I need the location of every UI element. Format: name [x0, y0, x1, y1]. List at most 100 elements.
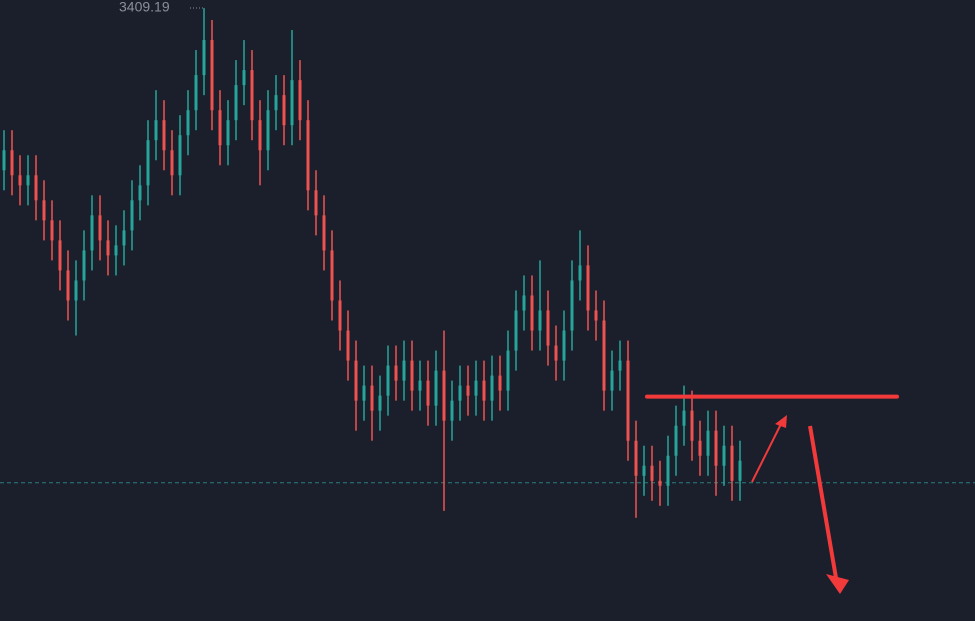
candle-body — [122, 230, 126, 246]
candle-body — [626, 360, 630, 441]
candle-body — [106, 240, 110, 256]
candle-body — [602, 320, 606, 391]
candle-body — [506, 350, 510, 391]
candle-body — [178, 135, 182, 176]
candle-body — [10, 150, 14, 176]
candle-body — [18, 175, 22, 186]
candle-body — [218, 110, 222, 146]
candle-body — [482, 380, 486, 401]
candle-body — [2, 150, 6, 171]
candle-body — [578, 265, 582, 281]
candle-body — [402, 360, 406, 381]
candle-body — [666, 455, 670, 486]
candle-body — [202, 40, 206, 76]
candle-body — [594, 310, 598, 321]
candle-body — [266, 110, 270, 151]
candle-body — [114, 245, 118, 256]
candle-body — [58, 240, 62, 271]
candle-body — [474, 380, 478, 396]
up-arrow — [751, 423, 782, 483]
candle-body — [410, 360, 414, 391]
candle-body — [522, 295, 526, 311]
candle-body — [554, 345, 558, 361]
candle-body — [66, 270, 70, 301]
down-arrow — [808, 425, 838, 579]
candle-body — [642, 465, 646, 476]
candle-body — [466, 385, 470, 396]
candle-body — [42, 200, 46, 221]
candle-body — [586, 265, 590, 311]
candle-body — [730, 445, 734, 481]
candle-body — [546, 310, 550, 346]
candle-body — [186, 110, 190, 136]
candle-body — [34, 175, 38, 201]
candle-body — [258, 120, 262, 151]
candle-body — [562, 330, 566, 361]
candle-body — [282, 95, 286, 126]
candle-body — [130, 200, 134, 231]
candle-body — [706, 430, 710, 456]
up-arrow-head — [775, 415, 787, 428]
candle-body — [338, 300, 342, 331]
candle-body — [698, 440, 702, 456]
candle-body — [322, 215, 326, 251]
candle-body — [450, 400, 454, 421]
candle-body — [394, 365, 398, 381]
candle-body — [82, 250, 86, 281]
candle-body — [650, 465, 654, 481]
high-label: 3409.19 — [119, 0, 170, 15]
candle-body — [210, 40, 214, 111]
candle-body — [274, 95, 278, 111]
candle-body — [426, 380, 430, 406]
candle-body — [146, 140, 150, 186]
candle-body — [194, 75, 198, 111]
candle-body — [370, 385, 374, 411]
candle-body — [242, 70, 246, 86]
candle-body — [154, 120, 158, 141]
candle-body — [570, 280, 574, 331]
candle-body — [298, 80, 302, 121]
candle-body — [346, 330, 350, 361]
candle-body — [138, 185, 142, 201]
candle-body — [250, 70, 254, 121]
candle-body — [458, 385, 462, 401]
candle-body — [378, 395, 382, 411]
candle-body — [538, 310, 542, 331]
candle-body — [442, 370, 446, 421]
candle-body — [98, 215, 102, 241]
candle-body — [386, 365, 390, 396]
candle-body — [50, 220, 54, 241]
candle-body — [618, 360, 622, 371]
candle-body — [490, 375, 494, 401]
candle-body — [722, 445, 726, 466]
candle-body — [690, 410, 694, 441]
candle-body — [714, 430, 718, 466]
candle-body — [306, 120, 310, 191]
candle-body — [26, 175, 30, 186]
candle-body — [738, 460, 742, 481]
candle-body — [90, 215, 94, 251]
candle-body — [330, 250, 334, 301]
candle-body — [530, 295, 534, 331]
candle-body — [226, 120, 230, 146]
candle-body — [354, 360, 358, 401]
down-arrow-head — [826, 574, 849, 594]
candle-body — [682, 410, 686, 426]
candle-body — [418, 380, 422, 391]
candle-body — [434, 370, 438, 406]
candle-body — [74, 280, 78, 301]
candle-body — [610, 370, 614, 391]
candle-body — [498, 375, 502, 391]
candle-body — [634, 440, 638, 476]
candle-body — [362, 385, 366, 401]
candle-body — [314, 190, 318, 216]
candle-body — [170, 150, 174, 176]
candle-body — [658, 480, 662, 486]
candle-body — [234, 85, 238, 121]
candle-body — [674, 425, 678, 456]
candle-body — [514, 310, 518, 351]
candle-body — [162, 120, 166, 151]
